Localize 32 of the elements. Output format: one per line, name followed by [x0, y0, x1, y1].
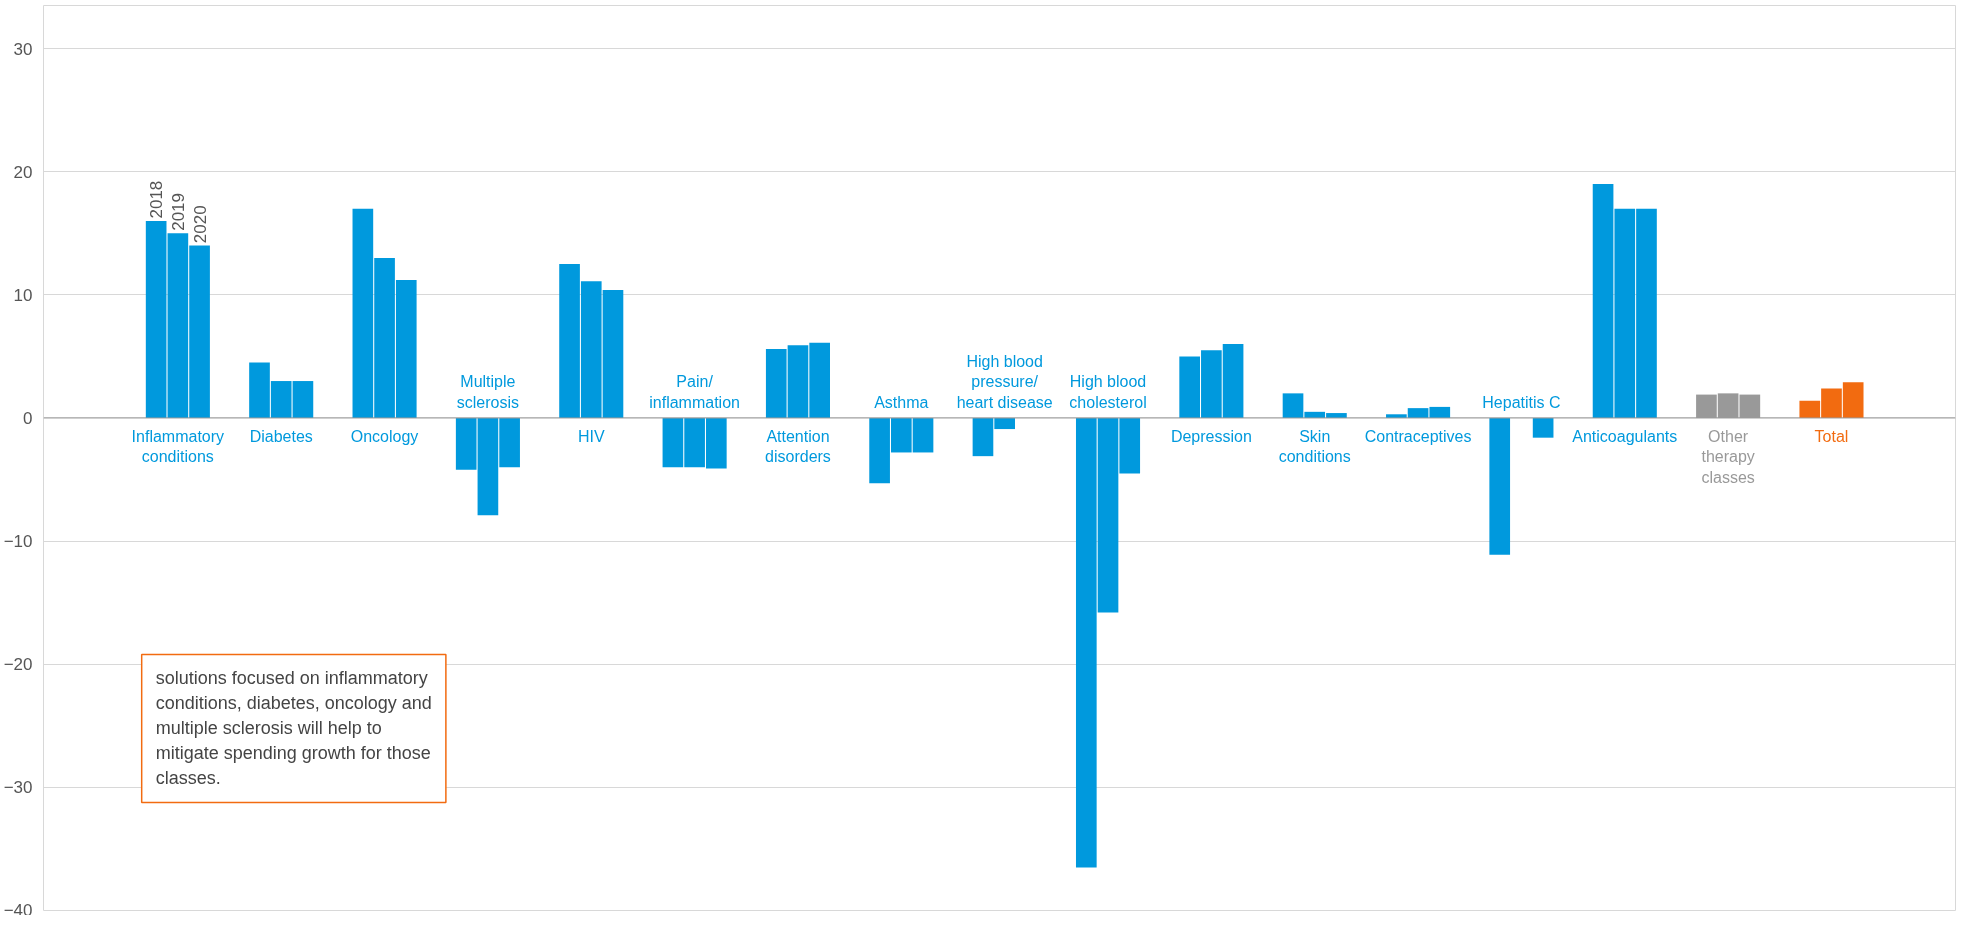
y-tick-label: −20	[3, 655, 33, 675]
x-tick-label: Skin conditions	[1278, 427, 1351, 466]
text: 2020	[190, 205, 210, 244]
text: 2018	[147, 180, 167, 219]
y-tick-label: −40	[3, 900, 33, 920]
y-tick-label: 0	[23, 408, 33, 428]
y-tick-label: −30	[3, 778, 33, 798]
x-tick-label: Anticoagulants	[1572, 427, 1678, 445]
x-tick-label: Hepatitis C	[1482, 393, 1561, 411]
x-tick-label: Diabetes	[249, 427, 313, 445]
y-tick-label: 10	[13, 285, 33, 305]
x-tick-label: Other therapy classes	[1701, 427, 1755, 486]
x-tick-label: HIV	[577, 427, 605, 445]
bar	[145, 220, 167, 418]
y-tick-label: 20	[13, 162, 33, 182]
x-tick-label: Depression	[1170, 427, 1252, 445]
x-tick-label: Oncology	[350, 427, 419, 445]
x-tick-label: Contraceptives	[1364, 427, 1472, 445]
x-tick-label: Multiple sclerosis	[456, 373, 520, 411]
bar	[1489, 417, 1511, 555]
annotation: solutions focused on inflammatory conditions, diabetes, oncology and multiple sclerosis will help to mitigate spending growth for those classes.	[155, 668, 432, 789]
y-tick-label: 30	[13, 39, 33, 59]
x-tick-label: High blood pressure/ heart disease	[956, 352, 1053, 411]
x-tick-label: Total	[1814, 427, 1849, 445]
bar	[1532, 417, 1554, 438]
x-tick-label: Inflammatory conditions	[131, 427, 225, 466]
x-tick-label: Pain/ inflammation	[649, 373, 740, 411]
x-tick-label: Asthma	[874, 393, 929, 411]
y-tick-label: −10	[3, 532, 33, 552]
text: 2019	[168, 193, 188, 231]
x-tick-label: High blood cholesterol	[1069, 373, 1147, 411]
x-tick-label: Attention disorders	[765, 427, 831, 466]
